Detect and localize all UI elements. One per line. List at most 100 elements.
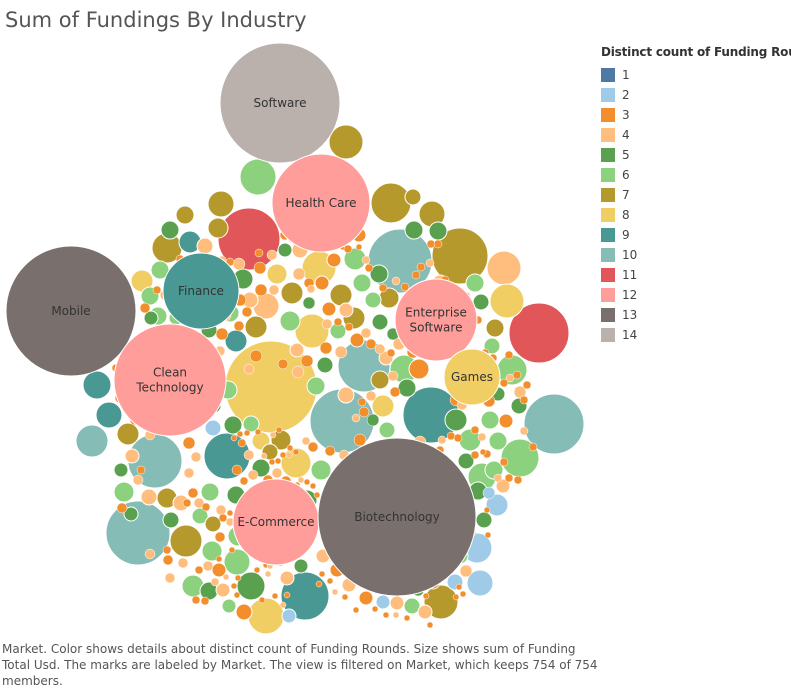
market-bubble[interactable] [426,621,434,629]
market-bubble[interactable] [321,301,337,317]
market-bubble[interactable] [162,545,172,555]
market-bubble[interactable] [190,451,202,463]
market-bubble[interactable] [264,570,272,578]
market-bubble[interactable] [215,327,229,341]
market-bubble[interactable] [459,564,473,578]
market-bubble[interactable] [488,431,508,451]
market-bubble[interactable] [247,597,285,635]
market-bubble[interactable] [375,594,391,610]
market-bubble[interactable] [116,502,128,514]
market-bubble[interactable] [232,257,246,271]
market-bubble[interactable] [243,449,255,461]
market-bubble[interactable] [215,555,223,563]
market-bubble[interactable] [152,285,162,295]
market-bubble[interactable] [306,284,316,294]
market-bubble[interactable] [504,473,514,483]
market-bubble[interactable] [124,448,140,464]
market-bubble[interactable] [285,451,293,459]
market-bubble[interactable] [182,436,196,450]
market-bubble[interactable] [275,426,283,434]
market-bubble[interactable] [292,267,306,281]
market-bubble[interactable] [513,385,527,399]
market-bubble[interactable] [416,262,426,272]
market-bubble[interactable] [183,467,195,479]
market-bubble[interactable] [433,239,443,249]
market-bubble[interactable] [289,342,305,358]
market-bubble[interactable] [218,513,228,523]
market-bubble[interactable] [207,190,235,218]
market-bubble[interactable] [294,313,330,349]
market-bubble[interactable] [279,451,287,459]
market-bubble[interactable] [465,273,485,293]
market-bubble[interactable] [459,590,467,598]
market-bubble[interactable] [480,410,500,430]
market-bubble[interactable] [351,413,361,423]
market-bubble[interactable] [280,281,304,305]
market-bubble[interactable] [310,459,332,481]
market-bubble[interactable] [222,573,230,581]
market-bubble[interactable] [234,574,242,582]
market-bubble[interactable] [470,450,480,460]
market-bubble[interactable] [489,283,525,319]
market-bubble[interactable] [391,276,401,286]
market-bubble[interactable] [364,263,374,273]
market-bubble[interactable] [423,584,459,620]
market-bubble[interactable] [370,182,412,224]
market-bubble[interactable] [291,365,305,379]
market-bubble[interactable] [105,500,171,566]
market-bubble[interactable] [485,318,505,338]
market-bubble[interactable] [268,284,280,296]
market-bubble[interactable] [328,124,364,160]
market-bubble[interactable] [162,554,174,566]
market-bubble[interactable] [355,243,363,251]
market-bubble[interactable] [338,302,354,318]
market-bubble[interactable] [343,244,353,254]
market-bubble[interactable] [389,386,401,398]
market-bubble[interactable] [371,605,379,613]
market-bubble[interactable] [254,283,268,297]
market-bubble[interactable] [279,570,295,586]
market-bubble[interactable] [411,270,421,280]
market-bubble[interactable] [123,506,139,522]
market-bubble[interactable] [378,283,388,293]
market-bubble[interactable] [334,345,348,359]
market-bubble[interactable] [319,341,333,355]
market-bubble[interactable] [228,546,236,554]
market-bubble[interactable] [249,349,263,363]
market-bubble[interactable] [160,220,180,240]
market-bubble[interactable] [283,591,291,599]
market-bubble[interactable] [404,188,422,206]
market-bubble[interactable] [422,592,430,600]
market-bubble[interactable] [403,614,411,622]
market-bubble[interactable] [82,370,112,400]
market-bubble[interactable] [293,558,309,574]
market-bubble[interactable] [202,560,214,572]
market-bubble[interactable] [371,394,395,418]
market-bubble[interactable] [162,511,180,529]
market-bubble[interactable] [211,562,227,578]
market-bubble[interactable] [247,469,259,481]
market-bubble[interactable] [331,588,339,596]
market-bubble[interactable] [214,531,226,543]
market-bubble[interactable] [317,437,477,597]
market-bubble[interactable] [315,580,323,588]
market-bubble[interactable] [207,217,229,239]
market-bubble[interactable] [231,464,243,476]
market-bubble[interactable] [302,296,316,310]
market-bubble[interactable] [230,582,238,590]
market-bubble[interactable] [182,498,192,508]
market-bubble[interactable] [113,323,227,437]
market-bubble[interactable] [210,577,220,587]
market-bubble[interactable] [215,504,227,516]
market-bubble[interactable] [382,611,390,619]
market-bubble[interactable] [169,524,203,558]
market-bubble[interactable] [143,310,159,326]
market-bubble[interactable] [306,376,326,396]
market-bubble[interactable] [352,606,360,614]
market-bubble[interactable] [431,227,489,285]
market-bubble[interactable] [466,569,494,597]
market-bubble[interactable] [266,263,288,285]
market-bubble[interactable] [417,604,433,620]
market-bubble[interactable] [374,343,386,355]
market-bubble[interactable] [486,250,522,286]
